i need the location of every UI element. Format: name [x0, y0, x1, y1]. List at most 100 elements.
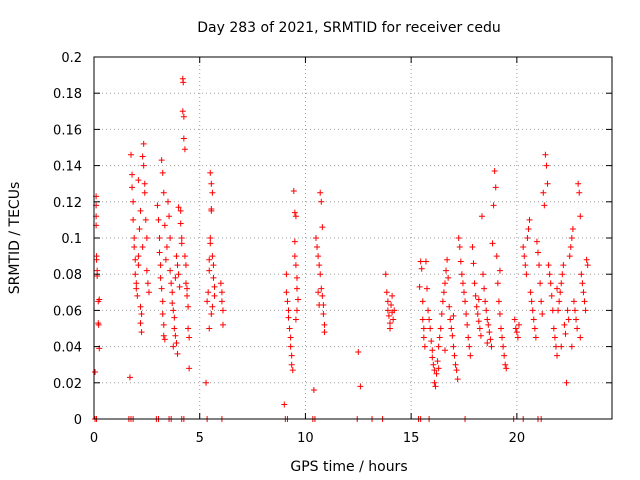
- data-point: [318, 198, 325, 205]
- data-point: [315, 253, 322, 260]
- data-point: [477, 332, 484, 339]
- data-point: [526, 216, 533, 223]
- data-point: [569, 225, 576, 232]
- data-point: [458, 271, 465, 278]
- data-point: [532, 334, 539, 341]
- data-point: [142, 216, 149, 223]
- data-point: [441, 347, 448, 354]
- data-point: [185, 303, 192, 310]
- data-point: [292, 316, 299, 323]
- data-point: [439, 298, 446, 305]
- data-point: [293, 274, 300, 281]
- data-point: [355, 349, 362, 356]
- data-point: [576, 189, 583, 196]
- data-point: [450, 343, 457, 350]
- data-point: [180, 113, 187, 120]
- data-point: [206, 325, 213, 332]
- data-point: [523, 271, 530, 278]
- data-point: [185, 325, 192, 332]
- data-point: [292, 262, 299, 269]
- data-point: [554, 285, 561, 292]
- data-point: [515, 321, 522, 328]
- data-point: [456, 244, 463, 251]
- data-point: [557, 289, 564, 296]
- data-point: [310, 387, 317, 394]
- data-point: [137, 320, 144, 327]
- data-point: [176, 283, 183, 290]
- data-point: [207, 240, 214, 247]
- data-point: [525, 225, 532, 232]
- data-point: [564, 307, 571, 314]
- y-tick-label: 0.14: [53, 160, 82, 175]
- y-tick-label: 0.16: [53, 123, 82, 138]
- data-point: [169, 289, 176, 296]
- y-axis-label: SRMTID / TECUs: [7, 182, 23, 295]
- data-point: [159, 311, 166, 318]
- data-point: [167, 267, 174, 274]
- data-point: [144, 280, 151, 287]
- data-point: [544, 180, 551, 187]
- data-point: [522, 262, 529, 269]
- data-point: [471, 280, 478, 287]
- data-point: [573, 316, 580, 323]
- data-point: [428, 338, 435, 345]
- data-point: [495, 298, 502, 305]
- data-point: [463, 311, 470, 318]
- data-point: [175, 204, 182, 211]
- data-point: [574, 325, 581, 332]
- data-point: [501, 352, 508, 359]
- data-point: [485, 321, 492, 328]
- data-point: [559, 271, 566, 278]
- data-point: [288, 352, 295, 359]
- data-point: [139, 244, 146, 251]
- data-point: [577, 213, 584, 220]
- data-point: [160, 321, 167, 328]
- data-point: [383, 289, 390, 296]
- data-point: [131, 235, 138, 241]
- data-point: [156, 249, 163, 256]
- data-point: [135, 177, 142, 184]
- data-point: [511, 316, 518, 323]
- data-point: [130, 216, 137, 223]
- data-point: [447, 316, 454, 323]
- data-point: [209, 253, 216, 260]
- data-point: [313, 235, 319, 241]
- data-point: [174, 350, 181, 357]
- data-point: [141, 180, 148, 187]
- data-point: [184, 292, 191, 299]
- data-point: [129, 171, 136, 178]
- data-point: [473, 303, 480, 310]
- data-point: [503, 365, 510, 372]
- x-tick-label: 10: [297, 431, 314, 446]
- data-point: [160, 189, 167, 196]
- data-point: [170, 307, 177, 314]
- data-point: [440, 289, 447, 296]
- data-point: [314, 244, 321, 251]
- axis-ticks: 0 0.02 0.04 0.06 0.08 0.1 0.12 0.14 0.16 0.18 0.2 0…: [53, 51, 612, 446]
- data-point: [424, 285, 430, 292]
- data-point: [462, 298, 469, 305]
- data-point: [425, 307, 432, 314]
- data-point: [319, 224, 326, 231]
- y-tick-label: 0.06: [53, 304, 82, 319]
- data-point: [218, 289, 225, 296]
- data-point: [135, 262, 142, 269]
- data-point: [583, 256, 590, 263]
- data-point: [169, 300, 176, 307]
- data-point: [357, 383, 364, 390]
- data-point: [566, 253, 573, 260]
- data-point: [137, 303, 144, 310]
- data-point: [465, 334, 472, 341]
- data-point: [285, 307, 292, 314]
- data-point: [484, 316, 491, 323]
- data-point: [420, 325, 427, 332]
- data-point: [570, 298, 577, 305]
- data-point: [433, 370, 440, 377]
- data-point: [474, 311, 481, 318]
- data-point: [204, 298, 211, 305]
- data-points: [92, 75, 591, 422]
- data-point: [180, 135, 187, 142]
- data-point: [177, 207, 184, 214]
- data-point: [550, 325, 557, 332]
- data-point: [321, 321, 328, 328]
